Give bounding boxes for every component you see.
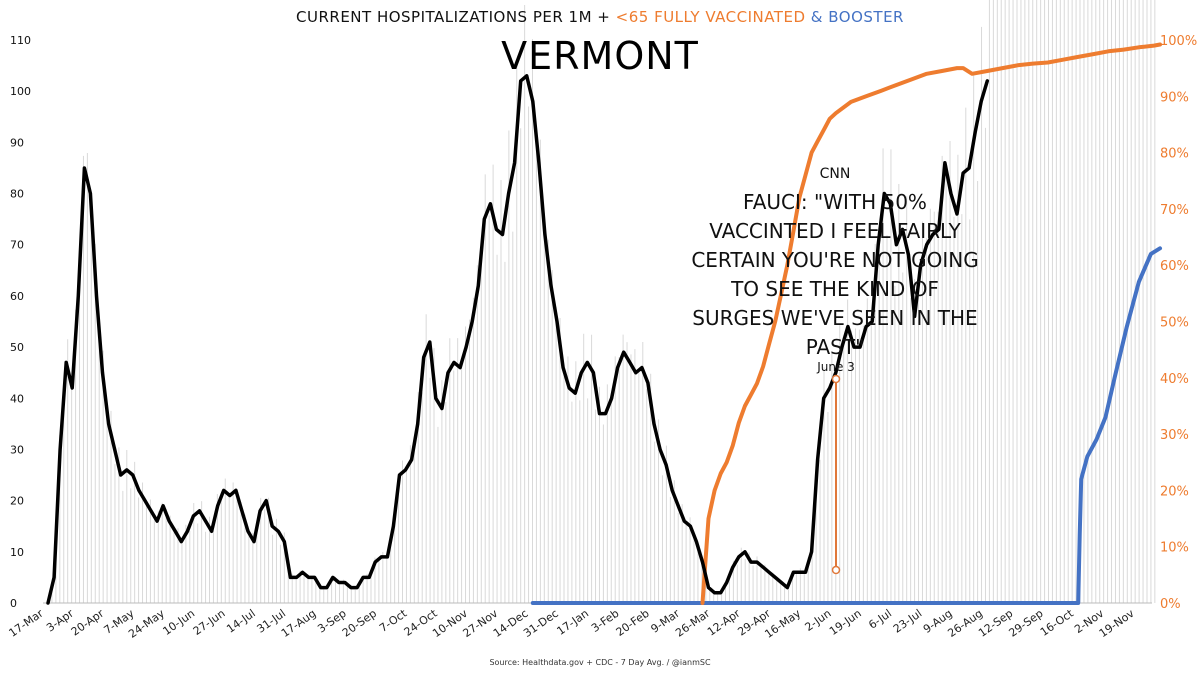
y-right-tick-label: 100%: [1160, 34, 1197, 49]
y-right-tick-label: 50%: [1160, 316, 1189, 331]
y-left-tick-label: 10: [10, 546, 24, 559]
y-left-tick-label: 40: [10, 392, 24, 405]
x-tick-label: 17-Aug: [279, 607, 319, 640]
y-right-tick-label: 70%: [1160, 203, 1189, 218]
title-booster: BOOSTER: [828, 8, 904, 26]
x-tick-label: 19-Nov: [1097, 607, 1137, 641]
y-left-tick-label: 70: [10, 239, 24, 252]
title-vaccinated: <65 FULLY VACCINATED: [615, 8, 806, 26]
x-tick-label: 16-Oct: [1038, 606, 1077, 638]
chart-series: [46, 42, 1162, 605]
y-right-tick-label: 60%: [1160, 259, 1189, 274]
x-tick-label: 20-Apr: [69, 607, 107, 639]
state-title: VERMONT: [501, 34, 699, 78]
y-right-tick-label: 80%: [1160, 147, 1189, 162]
y-left-tick-label: 60: [10, 290, 24, 303]
x-tick-label: 26-Mar: [673, 607, 713, 640]
series-hospitalizations-line: [46, 74, 990, 605]
series-booster-line: [530, 246, 1162, 605]
title-hospitalizations: CURRENT HOSPITALIZATIONS PER 1M +: [296, 8, 616, 26]
fauci-annotation: CNN FAUCI: "WITH 50% VACCINTED I FEEL FA…: [690, 166, 980, 362]
y-left-tick-label: 110: [10, 34, 31, 47]
june3-marker-dot-top: [831, 374, 841, 384]
y-left-tick-label: 90: [10, 136, 24, 149]
annotation-date: June 3: [817, 360, 855, 374]
x-tick-label: 20-Sep: [340, 607, 379, 640]
y-left-tick-label: 30: [10, 443, 24, 456]
x-tick-label: 17-Mar: [7, 607, 47, 640]
daily-bars: [51, 0, 1156, 603]
series-vaccinated-line: [700, 42, 1162, 605]
annotation-source: CNN: [819, 166, 851, 182]
x-tick-label: 27-Jun: [191, 607, 228, 638]
x-tick-label: 6-Jul: [866, 607, 894, 632]
x-tick-label: 10-Jun: [160, 607, 197, 638]
y-right-tick-label: 20%: [1160, 484, 1189, 499]
chart-title: CURRENT HOSPITALIZATIONS PER 1M + <65 FU…: [0, 8, 1200, 26]
x-tick-label: 14-Jul: [224, 607, 258, 636]
y-right-tick-label: 0%: [1160, 597, 1181, 612]
y-left-tick-label: 20: [10, 495, 24, 508]
x-tick-label: 29-Sep: [1006, 607, 1045, 640]
y-right-tick-label: 40%: [1160, 372, 1189, 387]
x-tick-label: 17-Jan: [555, 607, 592, 638]
title-ampersand: &: [805, 8, 829, 26]
x-tick-label: 23-Jul: [891, 607, 925, 636]
x-tick-label: 26-Aug: [945, 607, 985, 640]
source-note: Source: Healthdata.gov + CDC - 7 Day Avg…: [489, 658, 711, 667]
y-right-tick-label: 90%: [1160, 90, 1189, 105]
y-right-tick-label: 30%: [1160, 428, 1189, 443]
y-right-tick-label: 10%: [1160, 541, 1189, 556]
annotation-quote: FAUCI: "WITH 50% VACCINTED I FEEL FAIRLY…: [691, 190, 979, 359]
y-left-tick-label: 80: [10, 188, 24, 201]
y-left-tick-label: 100: [10, 85, 31, 98]
y-left-tick-label: 50: [10, 341, 24, 354]
x-tick-label: 31-Dec: [521, 607, 561, 640]
x-tick-label: 19-Jun: [827, 607, 864, 638]
june3-marker-dot-bottom: [831, 565, 841, 575]
y-left-tick-label: 0: [10, 597, 17, 610]
chart-axes: 0 10 20 30 40 50 60 70 80 90 100 110 0% 10% 20% 30% 40% 5…: [7, 34, 1198, 641]
x-tick-label: 20-Feb: [614, 607, 652, 639]
x-tick-label: 12-Apr: [705, 607, 743, 639]
